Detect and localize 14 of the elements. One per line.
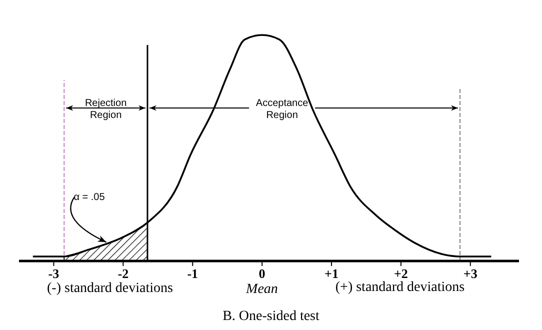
text: (-) standard deviations [47,281,173,296]
x-tick-label: +3 [463,266,478,281]
annotation: α = .05 [74,192,106,204]
x-tick-label: +2 [394,266,408,281]
text: B. One-sided test [222,309,320,324]
text: (+) standard deviations [335,280,465,295]
x-tick-label: 0 [258,266,266,281]
x-tick-label: +1 [324,266,338,281]
x-tick-label: -2 [118,266,129,281]
x-tick-label: -3 [48,266,60,281]
annotation: Acceptance Region [256,98,309,121]
x-tick-label: -1 [187,266,198,281]
annotation: Rejection Region [84,98,127,121]
text: Mean [245,282,278,297]
